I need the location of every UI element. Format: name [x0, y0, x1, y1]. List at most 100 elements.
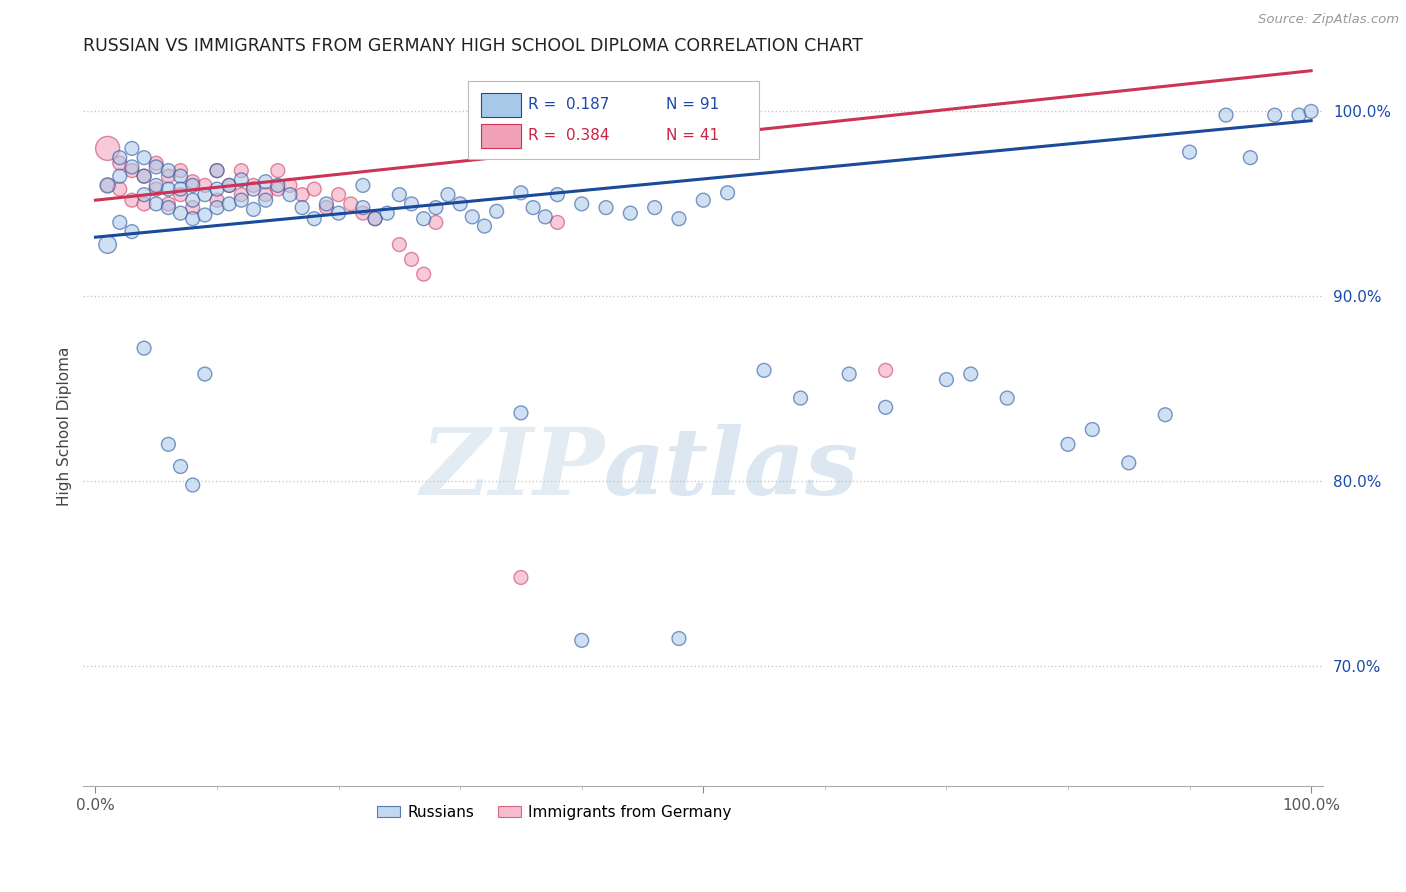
Point — [401, 197, 423, 211]
Point — [231, 163, 253, 178]
Point — [267, 163, 290, 178]
Point — [388, 187, 411, 202]
Point — [425, 201, 447, 215]
Point — [425, 215, 447, 229]
Point — [1178, 145, 1201, 160]
Point — [510, 570, 533, 584]
Point — [278, 187, 301, 202]
Point — [315, 197, 337, 211]
Point — [218, 178, 240, 193]
Point — [121, 163, 143, 178]
Point — [97, 178, 120, 193]
Point — [108, 151, 131, 165]
Point — [1057, 437, 1080, 451]
Point — [388, 237, 411, 252]
Point — [291, 187, 314, 202]
Point — [121, 225, 143, 239]
Point — [510, 406, 533, 420]
Point — [181, 201, 204, 215]
Point — [205, 193, 228, 207]
Point — [145, 182, 167, 196]
Point — [132, 197, 155, 211]
Point — [181, 178, 204, 193]
Point — [97, 237, 120, 252]
Point — [352, 178, 374, 193]
Point — [668, 211, 690, 226]
Point — [304, 182, 326, 196]
Point — [352, 201, 374, 215]
Point — [181, 193, 204, 207]
Point — [959, 367, 981, 381]
Point — [485, 204, 508, 219]
Point — [169, 459, 191, 474]
Point — [546, 187, 568, 202]
Point — [157, 182, 180, 196]
Point — [97, 141, 120, 155]
Text: N = 41: N = 41 — [666, 128, 720, 144]
Point — [132, 169, 155, 183]
Point — [231, 193, 253, 207]
Point — [1301, 104, 1323, 119]
Point — [205, 182, 228, 196]
Point — [108, 182, 131, 196]
Point — [375, 206, 398, 220]
Point — [534, 210, 557, 224]
Text: R =  0.187: R = 0.187 — [529, 97, 610, 112]
Legend: Russians, Immigrants from Germany: Russians, Immigrants from Germany — [371, 798, 738, 826]
Point — [205, 163, 228, 178]
Point — [181, 175, 204, 189]
Point — [291, 201, 314, 215]
Point — [1239, 151, 1261, 165]
Point — [145, 178, 167, 193]
Point — [412, 211, 434, 226]
Point — [169, 169, 191, 183]
Point — [231, 173, 253, 187]
Point — [181, 478, 204, 492]
Point — [315, 201, 337, 215]
Text: atlas: atlas — [605, 424, 859, 514]
FancyBboxPatch shape — [481, 93, 522, 117]
Point — [194, 178, 217, 193]
Point — [254, 193, 277, 207]
Point — [145, 197, 167, 211]
Point — [194, 187, 217, 202]
Point — [267, 182, 290, 196]
Point — [157, 163, 180, 178]
Point — [838, 367, 860, 381]
Point — [401, 252, 423, 267]
Point — [752, 363, 775, 377]
FancyBboxPatch shape — [468, 81, 759, 159]
Point — [169, 163, 191, 178]
Point — [121, 141, 143, 155]
Point — [595, 201, 617, 215]
Point — [875, 401, 897, 415]
Point — [194, 208, 217, 222]
Point — [1081, 423, 1104, 437]
Point — [474, 219, 496, 233]
Point — [1154, 408, 1177, 422]
Point — [352, 206, 374, 220]
Point — [1118, 456, 1140, 470]
Point — [339, 197, 361, 211]
Point — [132, 341, 155, 355]
Point — [619, 206, 641, 220]
Point — [789, 391, 811, 405]
Point — [97, 178, 120, 193]
Point — [278, 178, 301, 193]
Point — [412, 267, 434, 281]
Point — [121, 160, 143, 174]
Point — [364, 211, 387, 226]
Point — [169, 182, 191, 196]
Point — [132, 151, 155, 165]
Point — [132, 169, 155, 183]
Point — [571, 197, 593, 211]
Point — [522, 201, 544, 215]
Point — [169, 206, 191, 220]
Point — [364, 211, 387, 226]
Point — [108, 156, 131, 170]
Point — [935, 373, 957, 387]
Point — [437, 187, 460, 202]
Point — [121, 193, 143, 207]
Point — [510, 186, 533, 200]
Point — [461, 210, 484, 224]
